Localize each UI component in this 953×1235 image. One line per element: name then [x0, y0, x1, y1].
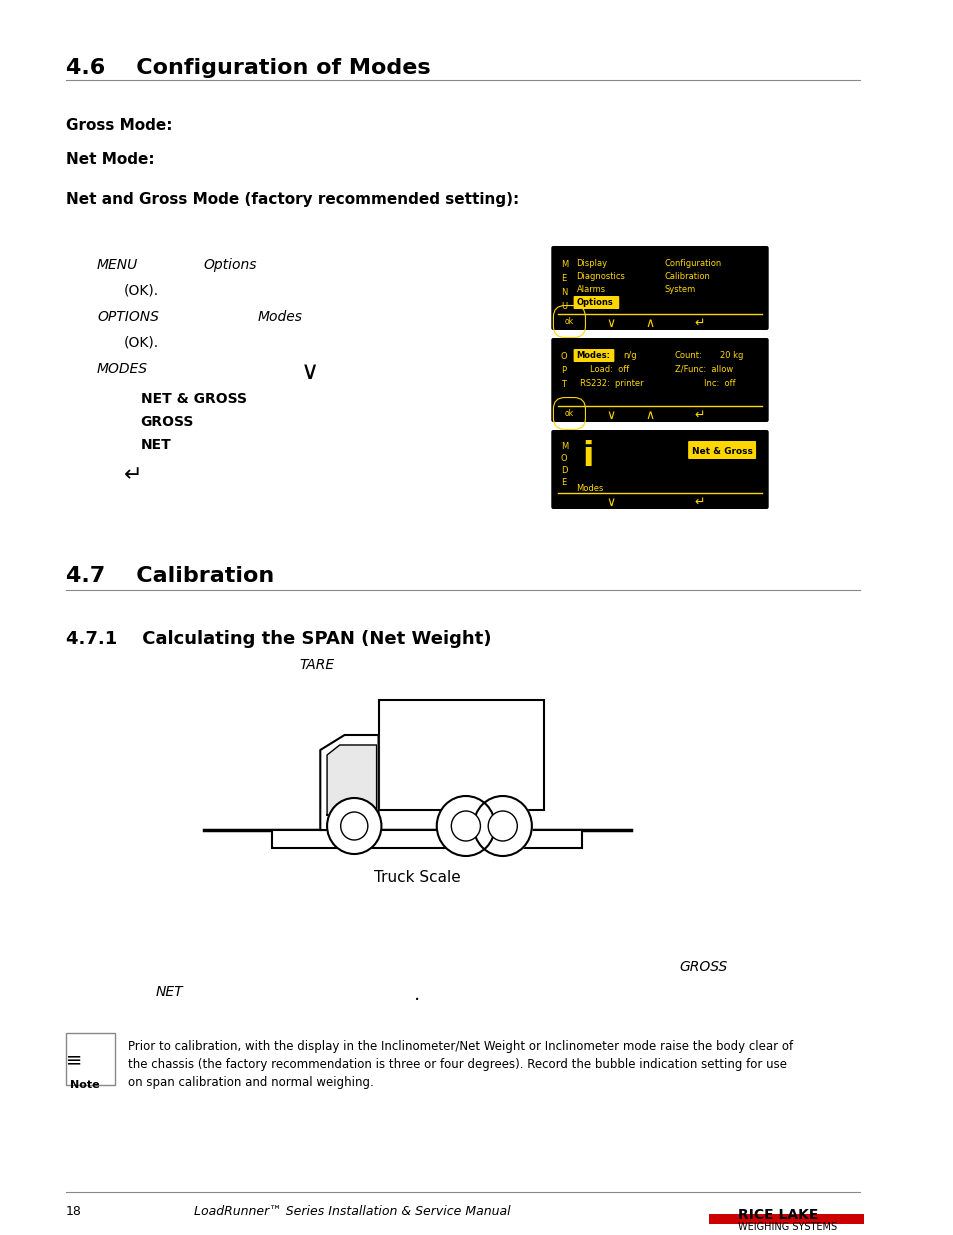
- Text: GROSS: GROSS: [141, 415, 193, 429]
- Text: NET & GROSS: NET & GROSS: [141, 391, 247, 406]
- Text: Net Mode:: Net Mode:: [66, 152, 154, 167]
- Text: Net & Gross: Net & Gross: [691, 447, 752, 456]
- Text: (OK).: (OK).: [124, 336, 159, 350]
- Text: ↵: ↵: [693, 496, 703, 509]
- Bar: [66, 1032, 114, 1086]
- Circle shape: [436, 797, 495, 856]
- Text: GROSS: GROSS: [679, 960, 727, 974]
- Text: Load:  off: Load: off: [590, 366, 629, 374]
- Text: TARE: TARE: [298, 658, 334, 672]
- Text: LoadRunner™ Series Installation & Service Manual: LoadRunner™ Series Installation & Servic…: [193, 1205, 510, 1218]
- Text: ∧: ∧: [645, 409, 654, 422]
- Text: Modes:: Modes:: [576, 351, 610, 359]
- FancyBboxPatch shape: [573, 350, 614, 362]
- Text: O: O: [560, 454, 567, 463]
- FancyBboxPatch shape: [551, 338, 768, 422]
- Text: Diagnostics: Diagnostics: [576, 272, 625, 282]
- Text: M: M: [560, 261, 568, 269]
- Text: n/g: n/g: [622, 351, 636, 359]
- Text: Modes: Modes: [576, 484, 603, 493]
- Polygon shape: [320, 735, 378, 830]
- Text: T: T: [560, 380, 565, 389]
- Text: Inc:  off: Inc: off: [703, 379, 735, 388]
- Text: WEIGHING SYSTEMS: WEIGHING SYSTEMS: [737, 1221, 836, 1233]
- FancyBboxPatch shape: [551, 430, 768, 509]
- Text: ∨: ∨: [606, 409, 615, 422]
- Text: Alarms: Alarms: [576, 285, 605, 294]
- Text: ∨: ∨: [300, 359, 319, 384]
- Text: P: P: [560, 366, 565, 375]
- Circle shape: [327, 798, 381, 853]
- Text: N: N: [560, 288, 567, 296]
- Text: Count:: Count:: [674, 351, 701, 359]
- Text: Net and Gross Mode (factory recommended setting):: Net and Gross Mode (factory recommended …: [66, 191, 518, 207]
- Text: Prior to calibration, with the display in the Inclinometer/Net Weight or Inclino: Prior to calibration, with the display i…: [128, 1040, 792, 1089]
- Text: OPTIONS: OPTIONS: [97, 310, 159, 324]
- Circle shape: [451, 811, 480, 841]
- Text: 4.6    Configuration of Modes: 4.6 Configuration of Modes: [66, 58, 430, 78]
- Text: (OK).: (OK).: [124, 283, 159, 296]
- Text: NET: NET: [155, 986, 183, 999]
- Text: Options: Options: [576, 298, 613, 308]
- Text: ↵: ↵: [693, 409, 703, 422]
- Text: 4.7.1    Calculating the SPAN (Net Weight): 4.7.1 Calculating the SPAN (Net Weight): [66, 630, 491, 648]
- Bar: [708, 1214, 862, 1224]
- Text: ∨: ∨: [606, 317, 615, 330]
- Text: E: E: [560, 274, 566, 283]
- Bar: [272, 830, 581, 848]
- Text: D: D: [560, 466, 567, 475]
- Text: System: System: [664, 285, 696, 294]
- Text: ok: ok: [564, 409, 574, 417]
- Circle shape: [340, 811, 368, 840]
- Circle shape: [473, 797, 532, 856]
- Text: RICE LAKE: RICE LAKE: [737, 1208, 817, 1221]
- Text: MENU: MENU: [97, 258, 138, 272]
- Text: 20 kg: 20 kg: [720, 351, 742, 359]
- Circle shape: [488, 811, 517, 841]
- Text: ∨: ∨: [606, 496, 615, 509]
- Text: U: U: [560, 303, 566, 311]
- Text: RS232:  printer: RS232: printer: [579, 379, 643, 388]
- Text: Note: Note: [70, 1079, 99, 1091]
- Text: Display: Display: [576, 259, 607, 268]
- Text: M: M: [560, 442, 568, 451]
- FancyBboxPatch shape: [551, 246, 768, 330]
- Text: O: O: [560, 352, 567, 361]
- Text: ↵: ↵: [693, 317, 703, 330]
- Text: 18: 18: [66, 1205, 82, 1218]
- Text: Truck Scale: Truck Scale: [374, 869, 460, 885]
- Polygon shape: [327, 745, 376, 815]
- Text: Modes: Modes: [257, 310, 302, 324]
- FancyBboxPatch shape: [573, 296, 618, 309]
- Text: .: .: [414, 986, 420, 1004]
- Text: Configuration: Configuration: [664, 259, 721, 268]
- FancyBboxPatch shape: [687, 441, 756, 459]
- Text: Calibration: Calibration: [664, 272, 710, 282]
- Text: i: i: [581, 440, 593, 473]
- Text: Gross Mode:: Gross Mode:: [66, 119, 172, 133]
- Bar: [378, 700, 543, 810]
- Text: Z/Func:  allow: Z/Func: allow: [674, 366, 732, 374]
- Text: 4.7    Calibration: 4.7 Calibration: [66, 566, 274, 585]
- Text: E: E: [560, 478, 566, 487]
- Text: ∧: ∧: [645, 317, 654, 330]
- Text: MODES: MODES: [97, 362, 148, 375]
- Text: NET: NET: [141, 438, 172, 452]
- Text: ok: ok: [564, 317, 574, 326]
- Text: ↵: ↵: [124, 466, 143, 485]
- Text: Options: Options: [204, 258, 257, 272]
- Text: ≡: ≡: [66, 1050, 82, 1070]
